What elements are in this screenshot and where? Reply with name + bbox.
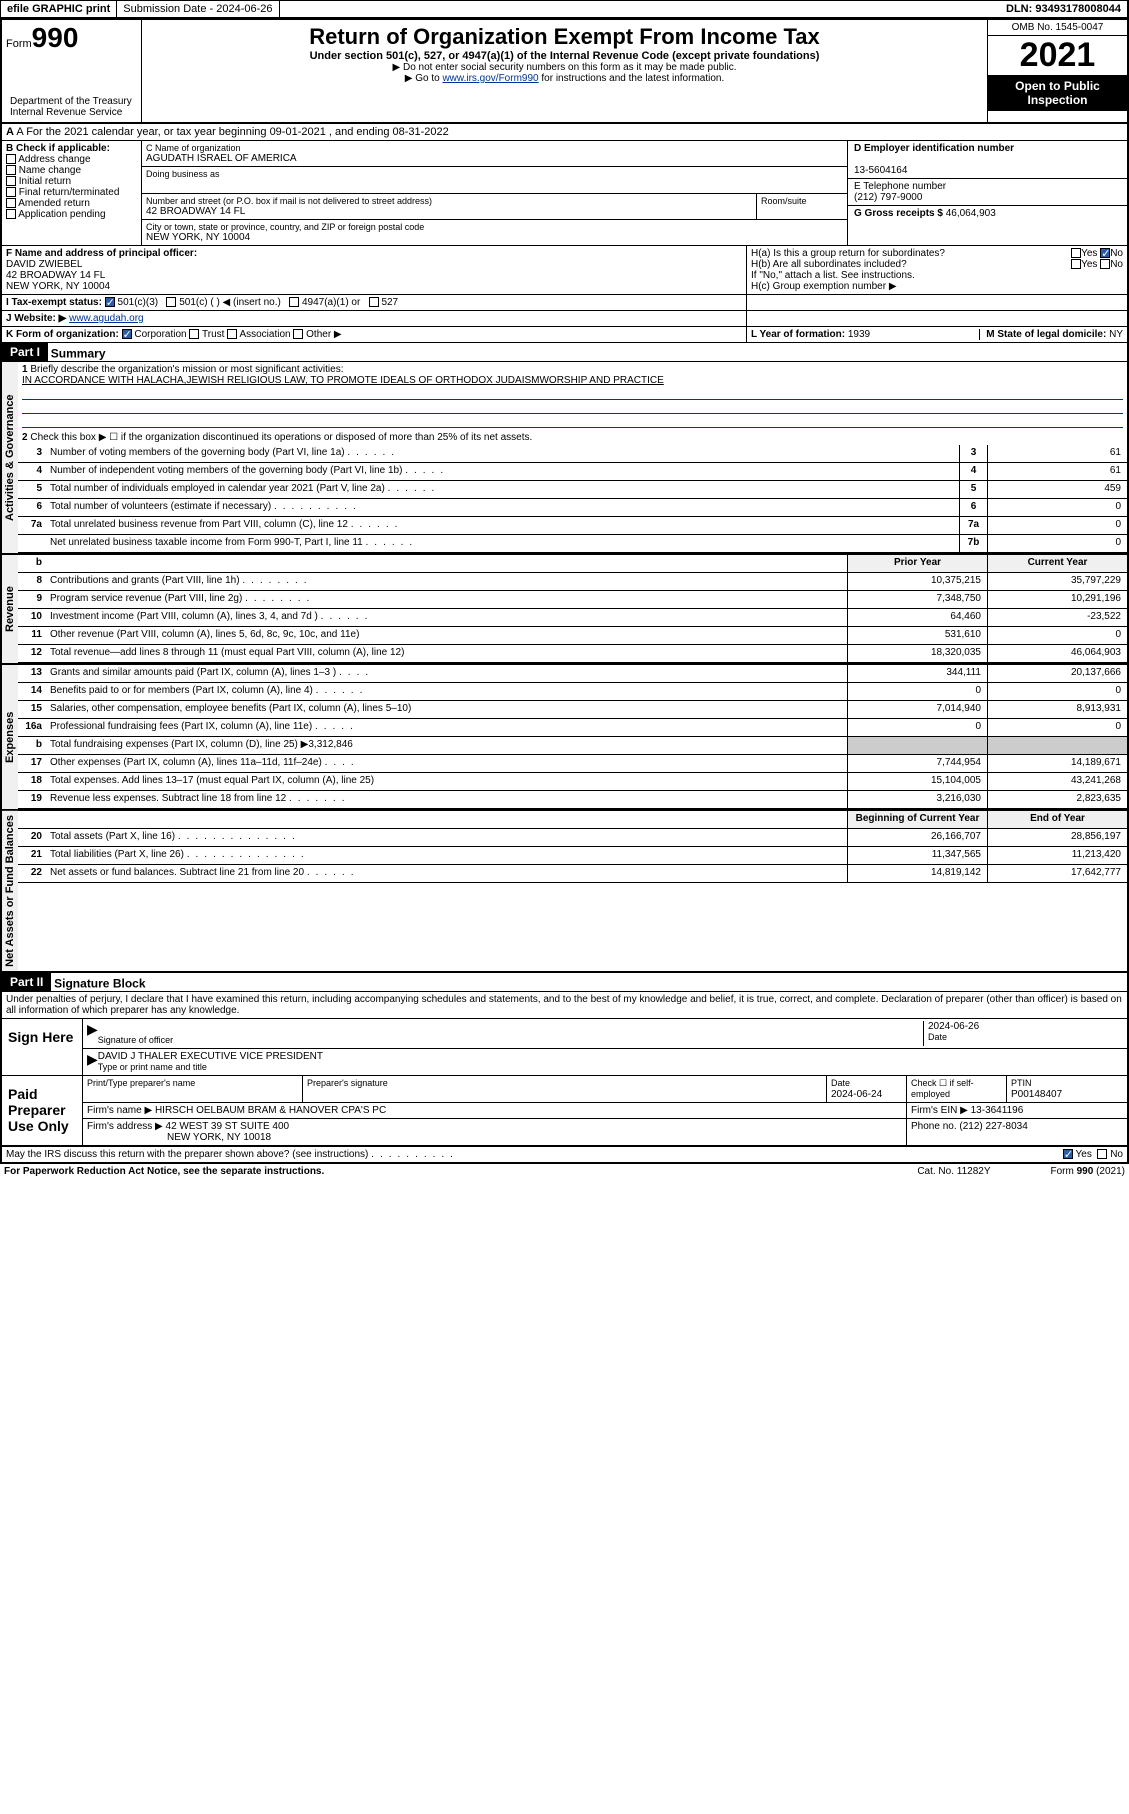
line6-val: 0 (987, 499, 1127, 516)
checkbox-527[interactable] (369, 297, 379, 307)
discuss-no[interactable] (1097, 1149, 1107, 1159)
ptin-value: P00148407 (1011, 1089, 1062, 1100)
hb-note: If "No," attach a list. See instructions… (751, 270, 1123, 281)
hb-label: H(b) Are all subordinates included? (751, 259, 907, 270)
ha-yes[interactable] (1071, 248, 1081, 258)
efile-button[interactable]: efile GRAPHIC print (1, 1, 117, 17)
omb-number: OMB No. 1545-0047 (988, 20, 1127, 36)
line7b-val: 0 (987, 535, 1127, 552)
part1-header: Part I (2, 343, 48, 361)
org-name-label: C Name of organization (146, 143, 843, 153)
form-title: Return of Organization Exempt From Incom… (146, 24, 983, 50)
paid-preparer-label: Paid Preparer Use Only (2, 1076, 82, 1145)
phone-label: E Telephone number (854, 181, 946, 192)
officer-addr1: 42 BROADWAY 14 FL (6, 270, 105, 281)
checkbox-initial-return[interactable] (6, 176, 16, 186)
firm-ein: 13-3641196 (971, 1105, 1024, 1116)
open-public-badge: Open to Public Inspection (988, 75, 1127, 111)
ha-label: H(a) Is this a group return for subordin… (751, 248, 945, 259)
side-expenses: Expenses (2, 665, 18, 809)
discuss-yes[interactable] (1063, 1149, 1073, 1159)
part2-title: Signature Block (54, 976, 145, 990)
q1-text: Briefly describe the organization's miss… (30, 364, 343, 375)
instructions-link[interactable]: ▶ Go to www.irs.gov/Form990 for instruct… (146, 73, 983, 84)
org-name: AGUDATH ISRAEL OF AMERICA (146, 153, 843, 164)
checkbox-app-pending[interactable] (6, 209, 16, 219)
checkbox-address-change[interactable] (6, 154, 16, 164)
checkbox-assoc[interactable] (227, 329, 237, 339)
ein-value: 13-5604164 (854, 165, 907, 176)
phone-value: (212) 797-9000 (854, 192, 922, 203)
checkbox-4947[interactable] (289, 297, 299, 307)
officer-label: F Name and address of principal officer: (6, 248, 197, 259)
checkbox-amended[interactable] (6, 198, 16, 208)
hb-yes[interactable] (1071, 259, 1081, 269)
ein-label: D Employer identification number (854, 143, 1014, 154)
submission-date: Submission Date - 2024-06-26 (117, 1, 279, 17)
gross-receipts-value: 46,064,903 (946, 208, 996, 219)
q2-text: Check this box ▶ ☐ if the organization d… (30, 432, 532, 443)
sign-here-label: Sign Here (2, 1019, 82, 1075)
line3-val: 61 (987, 445, 1127, 462)
form-container: Form990 Department of the Treasury Inter… (0, 18, 1129, 1164)
addr-label: Number and street (or P.O. box if mail i… (146, 196, 752, 206)
form-header: Form990 Department of the Treasury Inter… (2, 20, 1127, 124)
form-number: Form990 (6, 22, 137, 54)
ha-no[interactable] (1100, 248, 1110, 258)
declaration-text: Under penalties of perjury, I declare th… (2, 992, 1127, 1019)
room-label: Room/suite (761, 196, 843, 206)
checkbox-corp[interactable] (122, 329, 132, 339)
col-b-checkboxes: B Check if applicable: Address change Na… (2, 141, 142, 245)
checkbox-501c3[interactable] (105, 297, 115, 307)
side-net-assets: Net Assets or Fund Balances (2, 811, 18, 971)
signer-name: DAVID J THALER EXECUTIVE VICE PRESIDENT (98, 1051, 323, 1062)
dept-label: Department of the Treasury Internal Reve… (6, 94, 137, 120)
dba-label: Doing business as (146, 169, 843, 179)
line4-val: 61 (987, 463, 1127, 480)
dln: DLN: 93493178008044 (1000, 1, 1128, 17)
hc-label: H(c) Group exemption number ▶ (751, 281, 1123, 292)
year-formation: 1939 (848, 329, 870, 340)
page-footer: For Paperwork Reduction Act Notice, see … (0, 1164, 1129, 1179)
officer-addr2: NEW YORK, NY 10004 (6, 281, 110, 292)
officer-name: DAVID ZWIEBEL (6, 259, 83, 270)
top-bar: efile GRAPHIC print Submission Date - 20… (0, 0, 1129, 18)
form-subtitle: Under section 501(c), 527, or 4947(a)(1)… (146, 50, 983, 62)
checkbox-final-return[interactable] (6, 187, 16, 197)
line7a-val: 0 (987, 517, 1127, 534)
line8-prior: 10,375,215 (847, 573, 987, 590)
firm-phone: (212) 227-8034 (959, 1121, 1027, 1132)
line5-val: 459 (987, 481, 1127, 498)
mission-text: IN ACCORDANCE WITH HALACHA,JEWISH RELIGI… (22, 375, 664, 386)
city-label: City or town, state or province, country… (146, 222, 843, 232)
side-revenue: Revenue (2, 555, 18, 663)
hb-no[interactable] (1100, 259, 1110, 269)
checkbox-other[interactable] (293, 329, 303, 339)
addr-value: 42 BROADWAY 14 FL (146, 206, 752, 217)
row-a-tax-year: A A For the 2021 calendar year, or tax y… (2, 124, 1127, 141)
part2-header: Part II (2, 973, 51, 991)
website-link[interactable]: www.agudah.org (69, 313, 144, 324)
side-governance: Activities & Governance (2, 362, 18, 553)
state-domicile: NY (1109, 329, 1123, 340)
gross-receipts-label: G Gross receipts $ (854, 208, 943, 219)
firm-name: HIRSCH OELBAUM BRAM & HANOVER CPA'S PC (155, 1105, 386, 1116)
city-value: NEW YORK, NY 10004 (146, 232, 843, 243)
tax-year: 2021 (988, 36, 1127, 75)
checkbox-name-change[interactable] (6, 165, 16, 175)
checkbox-trust[interactable] (189, 329, 199, 339)
checkbox-501c[interactable] (166, 297, 176, 307)
ssn-note: ▶ Do not enter social security numbers o… (146, 62, 983, 73)
discuss-question: May the IRS discuss this return with the… (6, 1149, 368, 1160)
part1-title: Summary (51, 346, 106, 360)
line8-current: 35,797,229 (987, 573, 1127, 590)
